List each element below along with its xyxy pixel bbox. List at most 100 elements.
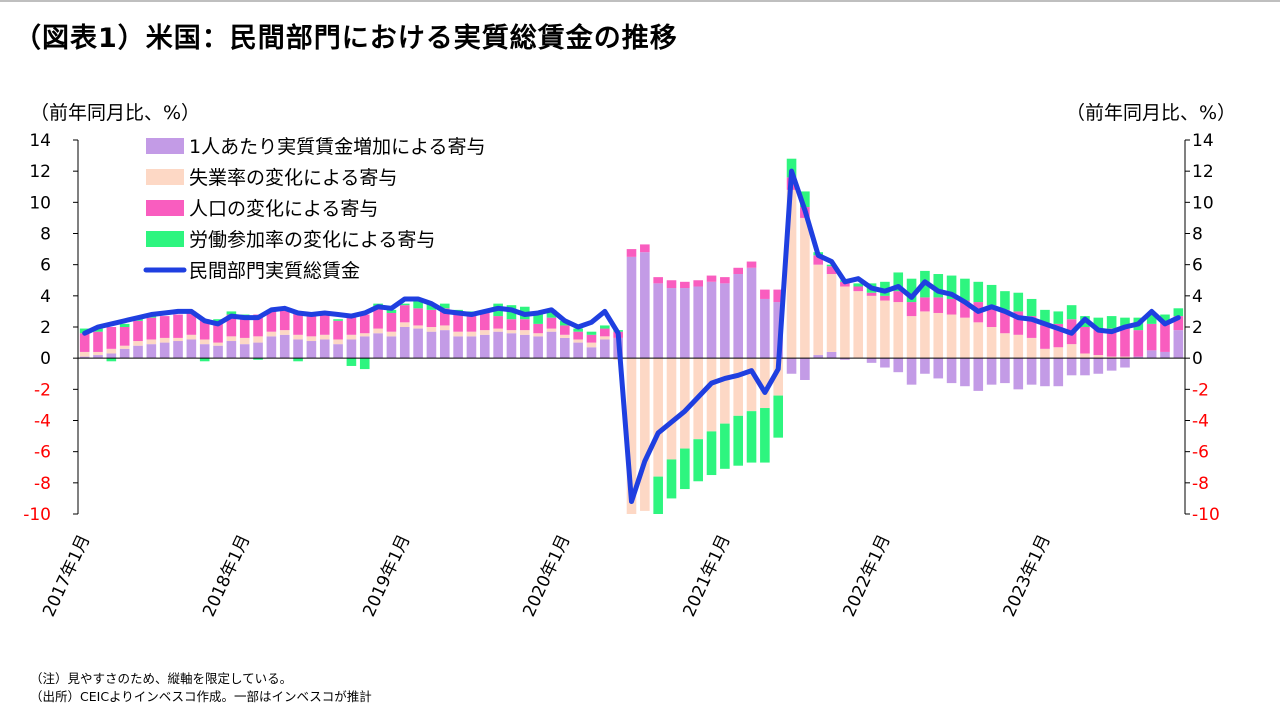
bar-population — [266, 311, 277, 332]
bar-participation — [386, 309, 397, 313]
bar-population — [920, 297, 930, 312]
bar-unemployment — [853, 291, 864, 359]
right-axis-unit: （前年同月比、%） — [1066, 102, 1237, 124]
bar-per_capita — [800, 358, 810, 380]
bar-participation — [906, 278, 917, 303]
bar-population — [1013, 311, 1024, 335]
bar-population — [586, 334, 597, 343]
bar-population — [600, 328, 610, 337]
bar-participation — [666, 459, 677, 499]
y-tick-label-right: -2 — [1192, 380, 1209, 400]
bar-population — [506, 319, 517, 331]
y-tick-label-left: 0 — [40, 349, 51, 369]
bar-population — [640, 244, 650, 253]
bar-population — [933, 297, 944, 313]
bar-unemployment — [493, 328, 503, 332]
bar-per_capita — [640, 252, 650, 359]
y-tick-label-left: -10 — [23, 505, 51, 525]
bar-per_capita — [493, 331, 503, 359]
bar-participation — [359, 358, 370, 370]
bar-unemployment — [746, 358, 757, 412]
bar-population — [760, 289, 770, 299]
bar-population — [106, 327, 117, 349]
bar-participation — [600, 325, 610, 329]
bar-population — [426, 309, 437, 327]
bar-population — [960, 300, 970, 318]
bar-per_capita — [506, 333, 517, 359]
bar-participation — [253, 358, 263, 360]
x-tick-label: 2018年1月 — [199, 532, 254, 620]
bar-participation — [1026, 298, 1037, 317]
bar-unemployment — [626, 358, 637, 514]
bar-participation — [773, 395, 784, 438]
bar-participation — [333, 319, 343, 321]
x-tick-label: 2017年1月 — [39, 532, 94, 620]
bar-unemployment — [386, 331, 397, 337]
bar-per_capita — [986, 358, 997, 385]
legend-label-line: 民間部門実質総賃金 — [189, 260, 360, 282]
bar-unemployment — [786, 189, 797, 359]
bar-participation — [933, 274, 944, 298]
bar-unemployment — [1013, 334, 1024, 359]
bar-per_capita — [706, 281, 717, 359]
bar-unemployment — [133, 341, 143, 346]
bar-unemployment — [1000, 333, 1010, 359]
bar-population — [439, 308, 450, 326]
bar-per_capita — [1093, 358, 1104, 374]
bar-population — [1093, 328, 1104, 356]
bar-population — [1040, 325, 1050, 349]
bar-population — [493, 316, 503, 329]
bar-population — [399, 305, 410, 323]
bar-unemployment — [506, 330, 517, 334]
bar-per_capita — [1040, 358, 1050, 387]
bar-per_capita — [760, 298, 770, 359]
bar-population — [413, 308, 423, 326]
bar-per_capita — [533, 336, 543, 359]
bar-population — [880, 295, 890, 301]
bar-unemployment — [720, 358, 730, 424]
bar-participation — [199, 358, 210, 362]
bar-unemployment — [586, 342, 597, 348]
bar-unemployment — [266, 331, 277, 337]
bar-per_capita — [1013, 358, 1024, 390]
bar-participation — [346, 358, 357, 366]
bar-per_capita — [626, 256, 637, 359]
bar-per_capita — [666, 288, 677, 359]
bar-participation — [586, 331, 597, 335]
bar-participation — [1106, 316, 1117, 329]
bar-participation — [546, 309, 557, 318]
bar-unemployment — [319, 334, 330, 340]
bar-unemployment — [1026, 337, 1037, 359]
bar-population — [199, 319, 210, 340]
y-tick-label-right: 14 — [1192, 131, 1214, 151]
bar-population — [453, 312, 463, 332]
bar-unemployment — [226, 336, 237, 342]
bar-participation — [399, 303, 410, 306]
bar-unemployment — [93, 351, 103, 356]
bar-population — [1160, 322, 1170, 352]
bar-participation — [853, 283, 864, 287]
bar-per_capita — [733, 274, 743, 359]
bar-per_capita — [973, 358, 984, 391]
y-tick-label-left: -6 — [34, 443, 51, 463]
x-tick-label: 2022年1月 — [839, 532, 894, 620]
bar-population — [866, 292, 877, 296]
legend-swatch-per_capita — [146, 138, 184, 154]
bar-population — [853, 286, 864, 292]
bar-unemployment — [813, 264, 824, 356]
bar-population — [1053, 323, 1064, 348]
bar-population — [279, 309, 290, 331]
bar-per_capita — [146, 344, 157, 359]
bar-per_capita — [93, 355, 103, 359]
bar-participation — [746, 411, 757, 463]
y-tick-label-left: 4 — [40, 287, 51, 307]
footnotes: （注）見やすさのため、縦軸を限定している。 （出所）CEICよりインベスコ作成。… — [30, 670, 372, 706]
bar-per_capita — [1026, 358, 1037, 385]
bar-unemployment — [439, 325, 450, 331]
bar-participation — [1000, 291, 1010, 310]
bar-participation — [439, 303, 450, 309]
bar-unemployment — [760, 358, 770, 409]
bar-per_capita — [106, 353, 117, 359]
y-tick-label-right: 12 — [1192, 162, 1214, 182]
bar-per_capita — [319, 339, 330, 359]
